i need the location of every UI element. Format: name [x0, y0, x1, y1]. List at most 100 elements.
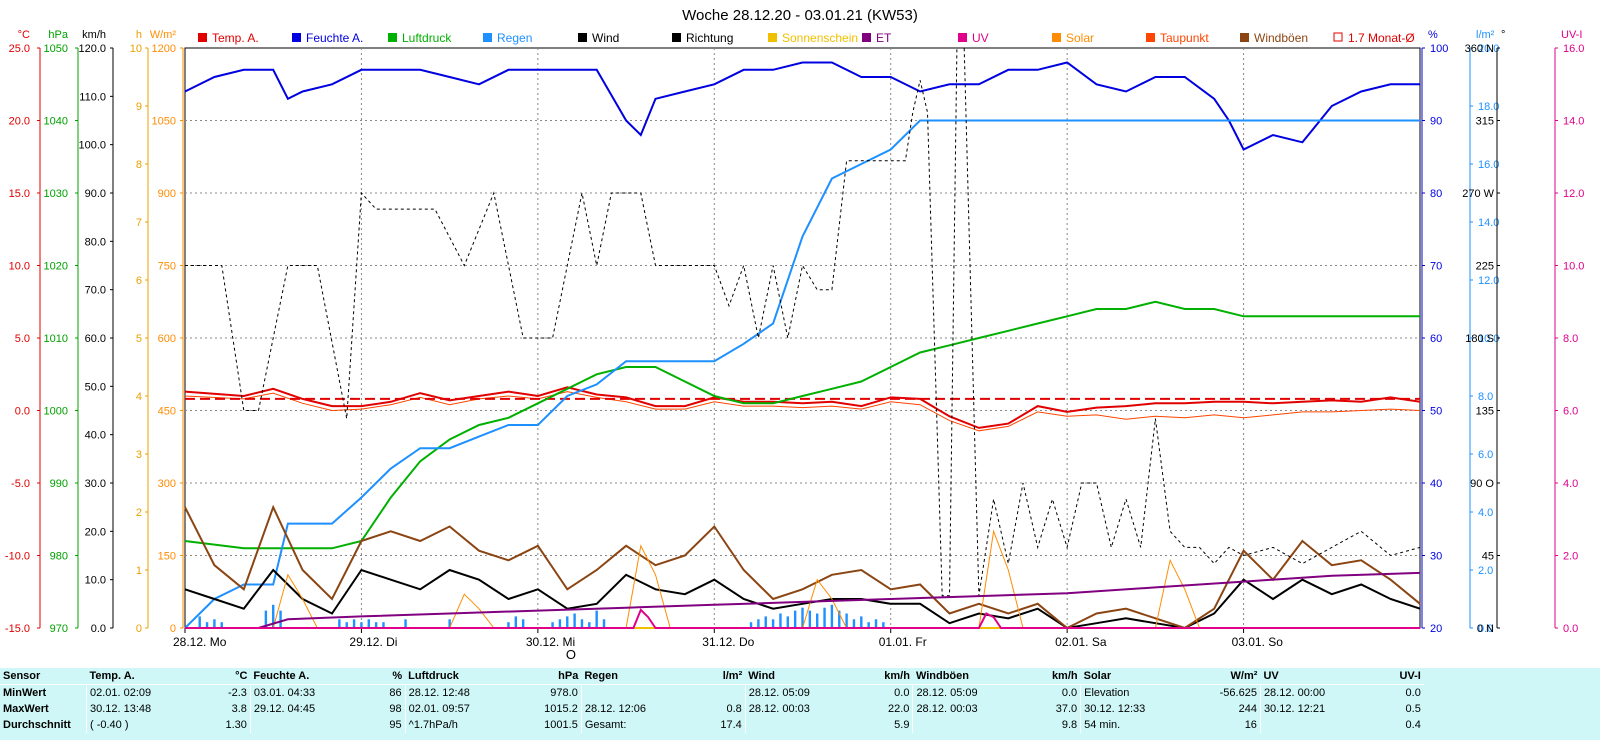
stats-cell-value: 0.0 [894, 687, 910, 699]
legend-label-uv: UV [972, 31, 989, 45]
series-line-richtung [185, 47, 1421, 597]
legend-swatch-1-7-monat [1333, 32, 1343, 42]
stats-cell-value: 244 [1238, 703, 1257, 715]
right-axis-tick-label-1: 4.0 [1478, 507, 1493, 519]
x-tick-label: 01.01. Fr [879, 635, 927, 649]
stats-group-name: Regen [581, 668, 718, 685]
stats-row-label: Durchschnitt [3, 719, 71, 731]
legend-swatch-sonnenschein [768, 33, 777, 42]
stats-cell-value: 98 [389, 703, 402, 715]
stats-cell-value: 3.8 [231, 703, 247, 715]
left-axis-tick-label-3: 2 [136, 507, 142, 519]
stats-cell-label: 29.12. 04:45 [249, 701, 387, 717]
series-line-uv [185, 608, 1420, 629]
right-axis-tick-label-2: 270 W [1462, 188, 1494, 200]
rain-bar [279, 610, 282, 628]
rain-bar [793, 610, 797, 628]
stats-cell-value: 17.4 [720, 719, 742, 731]
legend-swatch-solar [1052, 33, 1061, 42]
stats-group-unit: W/m² [1216, 668, 1261, 685]
stats-cell-value: 0.0 [1405, 687, 1421, 699]
right-axis-tick-label-1: 6.0 [1478, 449, 1493, 461]
legend-label-feuchte-a: Feuchte A. [306, 31, 363, 45]
legend-swatch-taupunkt [1146, 33, 1155, 42]
left-axis-tick-label-3: 10 [130, 43, 142, 55]
left-axis-tick-label-0: 5.0 [15, 333, 30, 345]
left-axis-tick-label-3: 6 [136, 275, 142, 287]
left-axis-tick-label-2: 100.0 [78, 140, 106, 152]
stats-cell-label [912, 717, 1049, 733]
stats-group-unit: l/m² [717, 668, 746, 685]
stats-cell-label [580, 684, 718, 701]
left-axis-tick-label-1: 1000 [44, 406, 68, 418]
weather-week-chart: Woche 28.12.20 - 03.01.21 (KW53) Temp. A.… [5, 7, 1585, 662]
stats-cell-value: 95 [389, 719, 402, 731]
stats-cell-value [717, 685, 745, 702]
rain-bar [816, 613, 819, 628]
x-tick-label: 02.01. Sa [1055, 635, 1107, 649]
rain-bar [860, 616, 863, 628]
left-axis-tick-label-1: 970 [50, 623, 68, 635]
left-axis-tick-label-3: 5 [136, 333, 142, 345]
rain-bar [580, 619, 584, 628]
stats-group-name: Wind [745, 668, 882, 685]
legend-label-windb-en: Windböen [1254, 31, 1308, 45]
left-axis-unit-1: hPa [48, 29, 68, 41]
right-axis-tick-label-2: 225 [1476, 261, 1494, 273]
right-axis-tick-label-0: 70 [1430, 261, 1442, 273]
right-axis-tick-label-1: 18.0 [1478, 101, 1499, 113]
rain-bar [867, 622, 870, 628]
series-line-et [185, 571, 1421, 629]
rain-bar [882, 622, 885, 628]
right-axis-unit-0: % [1428, 29, 1438, 41]
x-tick-label: 31.12. Do [702, 635, 754, 649]
stats-cell-value: 0.4 [1405, 719, 1421, 731]
rain-bar [757, 619, 760, 628]
legend-label-richtung: Richtung [686, 31, 733, 45]
rain-bar [338, 619, 341, 628]
rain-bar [404, 619, 407, 628]
series-line-feuchte-a [184, 61, 1420, 151]
x-tick-label: 28.12. Mo [173, 635, 227, 649]
right-axis-tick-label-2: 315 [1476, 116, 1494, 128]
left-axis-tick-label-2: 110.0 [79, 91, 106, 103]
right-axis-tick-label-3: 12.0 [1563, 188, 1584, 200]
stats-cell-label: Elevation [1080, 684, 1217, 701]
statistics-header-row: Sensor Temp. A. °C Feuchte A.% Luftdruck hPa R… [0, 668, 1424, 685]
left-axis-tick-label-4: 150 [158, 551, 176, 563]
left-axis-tick-label-3: 0 [136, 623, 142, 635]
right-axis-tick-label-3: 10.0 [1563, 261, 1584, 273]
left-axis-tick-label-2: 80.0 [85, 236, 106, 248]
stats-cell-value: 9.8 [1061, 719, 1078, 731]
legend-swatch-temp-a [198, 33, 207, 42]
right-axis-tick-label-3: 8.0 [1563, 333, 1578, 345]
right-axis-tick-label-1: 14.0 [1478, 217, 1499, 229]
x-tick-label: 03.01. So [1232, 635, 1284, 649]
legend-swatch-regen [483, 33, 492, 42]
left-axis-tick-label-2: 90.0 [85, 188, 106, 200]
stats-group-name: Windböen [912, 668, 1049, 685]
left-axis-tick-label-4: 1200 [152, 43, 176, 55]
left-axis-tick-label-0: 0.0 [15, 406, 30, 418]
rain-bar [272, 604, 275, 628]
left-axis-tick-label-0: -5.0 [11, 478, 30, 490]
rain-bar [588, 622, 591, 628]
stats-cell-label: 28.12. 00:03 [744, 701, 882, 717]
left-axis-tick-label-1: 1030 [44, 188, 68, 200]
right-axis-tick-label-0: 30 [1430, 551, 1442, 563]
stats-cell-label: Gesamt: [580, 717, 718, 733]
legend-label-sonnenschein: Sonnenschein [782, 31, 858, 45]
left-axis-tick-label-3: 4 [136, 391, 142, 403]
rain-bar [382, 622, 385, 628]
right-axis-unit-1: l/m² [1476, 29, 1495, 41]
stats-cell-value: -2.3 [227, 687, 247, 699]
stats-cell-value: 1.30 [225, 719, 247, 731]
left-axis-tick-label-4: 300 [158, 478, 176, 490]
legend-swatch-windb-en [1240, 33, 1249, 42]
left-axis-tick-label-4: 750 [158, 261, 176, 273]
left-axis-tick-label-4: 900 [158, 188, 176, 200]
right-axis-tick-label-3: 16.0 [1563, 43, 1584, 55]
stats-cell-label: 28.12. 12:06 [580, 701, 718, 717]
left-axis-unit-2: km/h [82, 29, 106, 41]
stats-group-unit: km/h [881, 668, 913, 685]
